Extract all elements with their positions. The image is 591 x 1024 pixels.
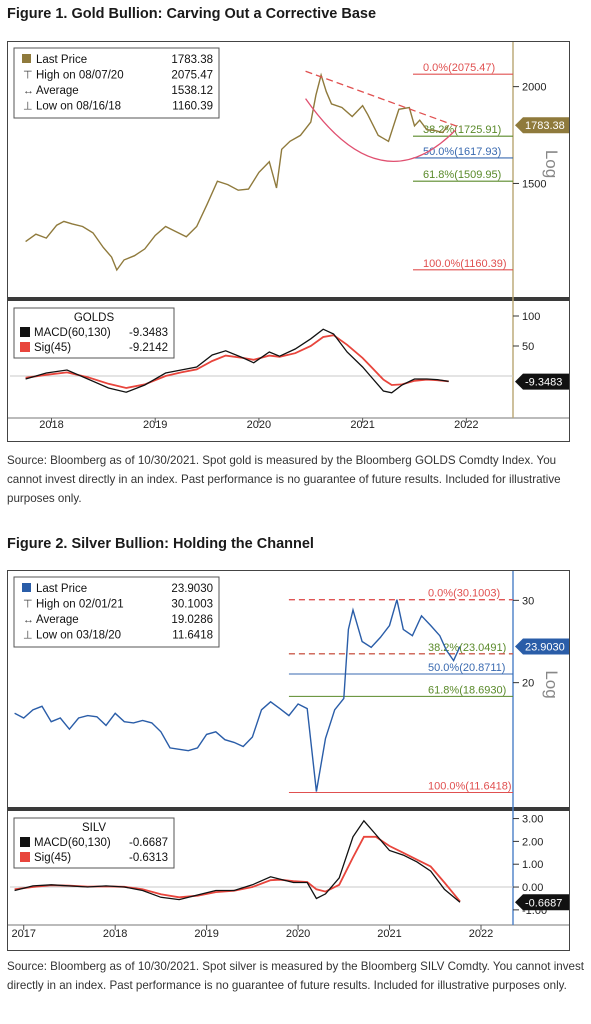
fib-level-label: 0.0%(30.1003) <box>428 588 500 600</box>
price-line <box>25 72 450 272</box>
price-line <box>14 599 461 792</box>
x-tick-label: 2022 <box>469 928 493 940</box>
price-legend-box <box>13 576 220 648</box>
legend-label: Last Price <box>36 54 87 66</box>
macd-ticker-label: SILV <box>82 822 106 834</box>
macd-legend-label: Sig(45) <box>34 342 71 354</box>
legend-value: 11.6418 <box>172 630 213 642</box>
fib-level-label: 50.0%(1617.93) <box>423 146 501 158</box>
legend-glyph: ↔ <box>23 614 34 626</box>
macd-legend-label: Sig(45) <box>34 852 71 864</box>
macd-legend-swatch <box>20 327 30 337</box>
legend-value: 1783.38 <box>171 54 213 66</box>
legend-value: 2075.47 <box>171 70 213 82</box>
fib-level-label: 61.8%(18.6930) <box>428 684 506 696</box>
macd-tick-label: 50 <box>522 341 534 353</box>
macd-legend-label: MACD(60,130) <box>34 837 111 849</box>
corrective-base-arc <box>305 98 457 162</box>
fib-level-label: 100.0%(11.6418) <box>428 780 512 792</box>
log-scale-label: Log <box>542 150 561 178</box>
legend-label: High on 02/01/21 <box>36 599 124 611</box>
macd-ticker-label: GOLDS <box>74 312 115 324</box>
legend-value: 1538.12 <box>171 85 213 97</box>
legend-label: Low on 03/18/20 <box>36 630 121 642</box>
figure-1-chart: 1500 2000 Log 50 100 2018 2019 2020 2021 2022 0.0%… <box>7 41 571 442</box>
macd-legend-value: -0.6687 <box>129 837 168 849</box>
macd-tick-label: 1.00 <box>522 859 543 871</box>
macd-tag-label: -9.3483 <box>525 377 562 389</box>
legend-value: 19.0286 <box>171 614 213 626</box>
macd-legend-value: -0.6313 <box>129 852 168 864</box>
legend-glyph: ↔ <box>23 85 34 97</box>
legend-swatch-last-price <box>22 583 31 592</box>
figure-2-title: Figure 2. Silver Bullion: Holding the Ch… <box>7 536 314 552</box>
macd-tag <box>515 373 569 390</box>
gold-chart-svg: 1500 2000 Log 50 100 2018 2019 2020 2021 2022 0.0%… <box>8 42 571 431</box>
x-tick-label: 2022 <box>454 419 478 431</box>
legend-value: 23.9030 <box>171 583 213 595</box>
signal-line <box>25 334 449 389</box>
macd-tick-label: 100 <box>522 311 540 323</box>
macd-line <box>25 328 449 394</box>
x-tick-label: 2018 <box>39 419 63 431</box>
macd-legend-box <box>13 817 175 869</box>
macd-tag <box>515 894 569 911</box>
last-price-tag-label: 1783.38 <box>525 120 565 132</box>
legend-glyph: ⊥ <box>23 101 33 113</box>
price-legend-box <box>13 47 220 119</box>
macd-legend-swatch <box>20 852 30 862</box>
legend-label: Average <box>36 85 79 97</box>
legend-glyph: ⊤ <box>23 70 33 82</box>
legend-glyph: ⊥ <box>23 630 33 642</box>
macd-legend-value: -9.3483 <box>129 327 168 339</box>
x-tick-label: 2020 <box>247 419 271 431</box>
figure-1-source: Source: Bloomberg as of 10/30/2021. Spot… <box>7 454 561 505</box>
macd-legend-swatch <box>20 837 30 847</box>
macd-line <box>14 819 461 903</box>
price-tick-label: 2000 <box>522 82 546 94</box>
panel-divider <box>8 297 569 301</box>
macd-tick-label: 0.00 <box>522 882 543 894</box>
fib-level-label: 38.2%(23.0491) <box>428 642 506 654</box>
x-tick-label: 2020 <box>286 928 310 940</box>
macd-legend-label: MACD(60,130) <box>34 327 111 339</box>
fib-level-label: 50.0%(20.8711) <box>428 662 505 674</box>
macd-legend-value: -9.2142 <box>129 342 168 354</box>
x-tick-label: 2021 <box>350 419 374 431</box>
macd-tick-label: 2.00 <box>522 836 543 848</box>
price-tick-label: 30 <box>522 595 534 607</box>
macd-tag-label: -0.6687 <box>525 897 562 909</box>
price-tick-label: 20 <box>522 678 534 690</box>
legend-label: Low on 08/16/18 <box>36 101 121 113</box>
fib-level-label: 0.0%(2075.47) <box>423 62 495 74</box>
x-tick-label: 2019 <box>194 928 218 940</box>
figure-2-chart: 20 30 Log -1.00 0.00 1.00 2.00 3.00 2017 2018 2019… <box>7 570 571 951</box>
last-price-tag-label: 23.9030 <box>525 641 565 653</box>
legend-label: Last Price <box>36 583 87 595</box>
legend-swatch-last-price <box>22 54 31 63</box>
legend-value: 30.1003 <box>171 599 213 611</box>
legend-label: Average <box>36 614 79 626</box>
fib-level-label: 100.0%(1160.39) <box>423 258 507 270</box>
last-price-tag <box>515 638 571 655</box>
macd-legend-box <box>13 307 175 359</box>
x-tick-label: 2021 <box>377 928 401 940</box>
descending-trendline <box>305 70 462 129</box>
x-tick-label: 2018 <box>103 928 127 940</box>
x-tick-label: 2019 <box>143 419 167 431</box>
legend-glyph: ⊤ <box>23 599 33 611</box>
last-price-tag <box>515 117 571 134</box>
macd-tick-label: 3.00 <box>522 814 543 826</box>
fib-level-label: 61.8%(1509.95) <box>423 169 501 181</box>
figure-1-title: Figure 1. Gold Bullion: Carving Out a Co… <box>7 6 377 22</box>
log-scale-label: Log <box>542 670 561 698</box>
figure-2-source: Source: Bloomberg as of 10/30/2021. Spot… <box>7 960 585 992</box>
macd-legend-swatch <box>20 342 30 352</box>
x-tick-label: 2017 <box>11 928 35 940</box>
legend-value: 1160.39 <box>172 101 213 113</box>
price-tick-label: 1500 <box>522 178 546 190</box>
legend-label: High on 08/07/20 <box>36 70 124 82</box>
panel-divider <box>8 807 569 811</box>
